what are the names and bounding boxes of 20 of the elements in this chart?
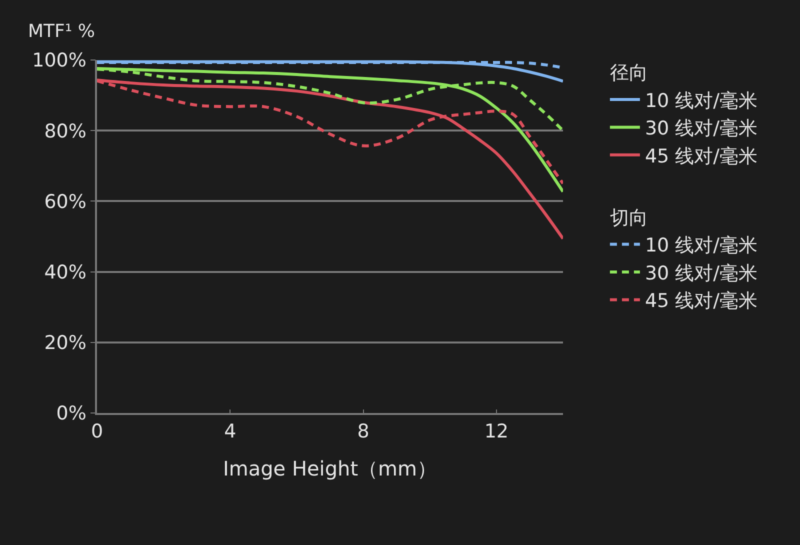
x-tick-label: 12: [484, 420, 509, 443]
x-axis-title: Image Height（mm）: [222, 456, 438, 481]
legend-label: 30 线对/毫米: [644, 118, 758, 140]
x-tick-label: 4: [224, 420, 236, 443]
y-tick-label: 40%: [44, 261, 86, 284]
text: 径向: [610, 62, 648, 84]
x-tick-label: 8: [357, 420, 370, 443]
y-tick-label: 20%: [44, 332, 86, 354]
legend-label: 45 线对/毫米: [644, 290, 758, 312]
x-tick-label: 0: [90, 420, 104, 443]
y-tick-label: 0%: [56, 402, 86, 425]
y-axis-title: MTF¹ %: [28, 21, 95, 42]
legend-label: 10 线对/毫米: [644, 90, 758, 112]
y-tick-label: 100%: [32, 50, 86, 72]
text: 切向: [610, 207, 648, 229]
y-tick-label: 60%: [44, 190, 86, 213]
legend-label: 10 线对/毫米: [644, 234, 758, 257]
legend-label: 30 线对/毫米: [644, 262, 758, 284]
y-tick-label: 80%: [44, 120, 86, 142]
legend-label: 45 线对/毫米: [644, 145, 758, 168]
